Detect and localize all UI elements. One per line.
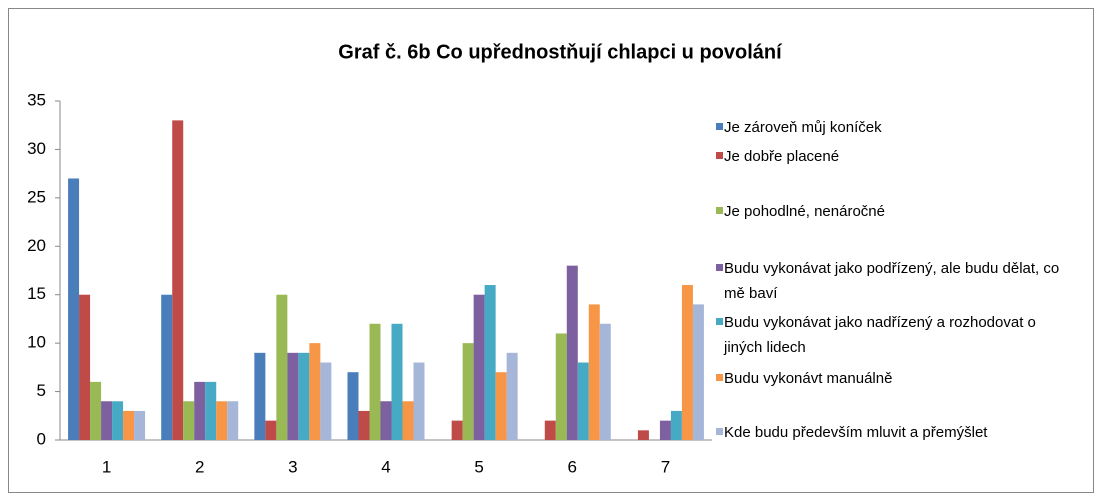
chart-title: Graf č. 6b Co upřednostňují chlapci u po… (338, 41, 783, 63)
bar (380, 401, 392, 440)
y-tick-label: 35 (27, 90, 46, 109)
bar (358, 410, 370, 440)
y-tick-label: 20 (27, 236, 46, 255)
y-tick-label: 0 (37, 429, 46, 448)
bar (134, 410, 146, 440)
bar (161, 294, 173, 440)
bar (265, 420, 277, 440)
bar (90, 381, 102, 440)
y-tick-label: 15 (27, 284, 46, 303)
legend-entry: Budu vykonávat jako podřízený, ale budu … (716, 256, 1064, 306)
bar (637, 430, 649, 440)
x-tick-label: 2 (195, 457, 204, 476)
bar (216, 401, 228, 440)
legend-label: Budu vykonávat jako nadřízený a rozhodov… (724, 314, 1036, 356)
legend-label: Budu vykonávat jako podřízený, ale budu … (724, 260, 1060, 302)
legend-label: Je dobře placené (724, 148, 840, 165)
x-tick-label: 6 (568, 457, 577, 476)
bar (101, 401, 113, 440)
legend-label: Je pohodlné, nenáročné (724, 203, 885, 220)
bar (506, 352, 518, 440)
bar (484, 285, 496, 440)
legend-entry: Je zároveň můj koníček (716, 115, 1064, 140)
legend-swatch (716, 318, 723, 325)
legend-entry: Budu vykonávat jako nadřízený a rozhodov… (716, 310, 1064, 360)
bar (413, 362, 425, 440)
bar (347, 372, 359, 440)
bar (462, 343, 474, 440)
bar (112, 401, 124, 440)
legend-swatch (716, 207, 723, 214)
y-tick-label: 25 (27, 187, 46, 206)
bar (79, 294, 91, 440)
bar (287, 352, 299, 440)
y-tick-label: 30 (27, 139, 46, 158)
x-tick-label: 4 (381, 457, 390, 476)
bar (659, 420, 671, 440)
x-tick-label: 3 (288, 457, 297, 476)
legend-swatch (716, 123, 723, 130)
x-tick-label: 1 (102, 457, 111, 476)
legend-swatch (716, 428, 723, 435)
bar (681, 285, 693, 440)
bar (309, 343, 321, 440)
bar (402, 401, 414, 440)
legend-swatch (716, 152, 723, 159)
bar (298, 352, 310, 440)
bar (670, 410, 682, 440)
bar (391, 323, 403, 440)
bar (369, 323, 381, 440)
legend-entry: Budu vykonávt manuálně (716, 366, 1064, 391)
bar (473, 294, 485, 440)
x-tick-label: 7 (661, 457, 670, 476)
bar (588, 304, 600, 440)
bar (183, 401, 195, 440)
legend-entry: Je dobře placené (716, 144, 1064, 169)
legend-swatch (716, 264, 723, 271)
y-tick-label: 5 (37, 381, 46, 400)
bar (123, 410, 135, 440)
bar (495, 372, 507, 440)
legend-entry: Kde budu především mluvit a přemýšlet (716, 420, 1064, 445)
bar (276, 294, 288, 440)
bar (172, 120, 184, 440)
legend-label: Je zároveň můj koníček (724, 119, 882, 136)
bar (68, 178, 80, 440)
bar (194, 381, 206, 440)
x-tick-label: 5 (474, 457, 483, 476)
legend-label: Budu vykonávt manuálně (724, 370, 893, 387)
bar (566, 265, 578, 440)
legend-label: Kde budu především mluvit a přemýšlet (724, 424, 988, 441)
bar (555, 333, 567, 440)
bar (692, 304, 704, 440)
bar (451, 420, 463, 440)
y-tick-label: 10 (27, 333, 46, 352)
legend-swatch (716, 374, 723, 381)
bar (320, 362, 332, 440)
bar (227, 401, 239, 440)
bar (254, 352, 266, 440)
bar (577, 362, 589, 440)
legend-entry: Je pohodlné, nenáročné (716, 199, 1064, 224)
bar (205, 381, 217, 440)
bar (599, 323, 611, 440)
bar (544, 420, 556, 440)
